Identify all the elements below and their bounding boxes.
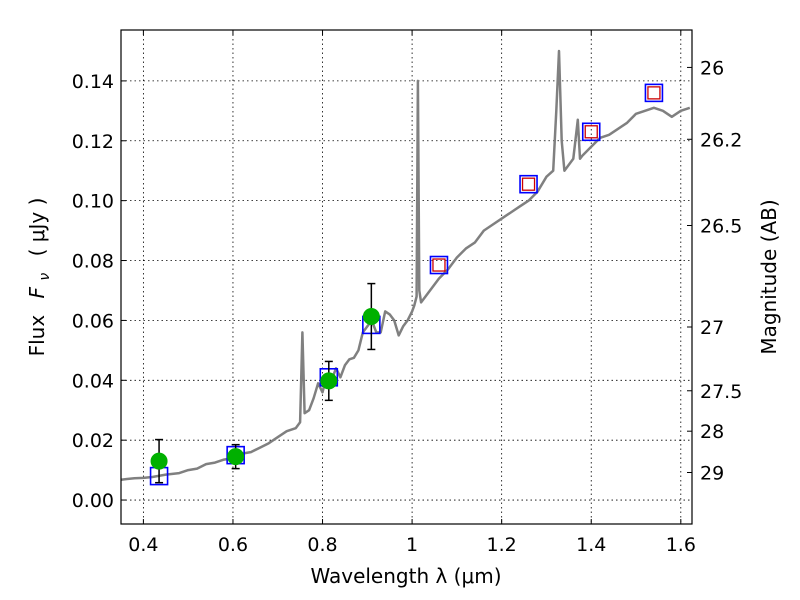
x-tick-label: 1.4 [576,534,606,556]
y-axis-label-sub: ν [37,273,53,281]
x-tick-labels: 0.4 0.6 0.8 1 1.2 1.4 1.6 [128,534,696,556]
y-axis-label-var: F [25,286,49,298]
right-tick-label: 28 [700,421,724,443]
x-tick-label: 0.4 [128,534,158,556]
right-tick-label: 26.5 [700,216,742,238]
x-tick-label: 0.8 [307,534,337,556]
y-tick-label: 0.04 [72,370,114,392]
y-axis-label: Flux F ν ( μJy ) [25,198,54,357]
photometry-point [227,448,245,466]
bandpass-square-red [521,177,536,191]
plot-area [120,49,691,486]
bandpass-square-red [584,125,598,139]
y-tick-label: 0.06 [72,310,114,332]
right-tick-label: 26.2 [700,129,742,151]
bandpass-square-blue [519,174,538,194]
y-tick-label: 0.02 [72,430,114,452]
x-tick-label: 1.6 [666,534,696,556]
bandpass-square-blue [581,122,601,142]
photometry-point [362,308,380,326]
ticks [121,30,692,524]
right-tick-label: 26 [700,57,724,79]
x-axis-label: Wavelength λ (μm) [310,564,501,588]
grid [121,30,692,524]
x-tick-label: 1.2 [487,534,517,556]
photometry-point [320,372,338,390]
x-tick-label: 0.6 [218,534,248,556]
right-tick-label: 29 [700,463,724,485]
y-tick-label: 0.00 [72,490,114,512]
right-tick-label: 27 [700,317,724,339]
y-tick-label: 0.14 [72,71,114,93]
axes-frame [120,29,693,525]
right-tick-label: 27.5 [700,381,742,403]
y-axis-label-prefix: Flux [25,315,49,357]
right-axis-label: Magnitude (AB) [757,199,781,354]
x-tick-label: 1 [406,534,418,556]
right-tick-labels: 26 26.2 26.5 27 27.5 28 29 [700,57,742,484]
y-axis-label-unit: ( μJy ) [25,198,49,257]
y-tick-label: 0.12 [72,131,114,153]
bandpass-square-blue [429,255,449,275]
y-tick-label: 0.10 [72,191,114,213]
spectrum-line [120,49,691,481]
bandpass-square-red [432,258,446,272]
y-tick-label: 0.08 [72,251,114,273]
photometry-point [150,452,168,470]
y-tick-labels: 0.00 0.02 0.04 0.06 0.08 0.10 0.12 0.14 [72,71,114,512]
bandpass-square-red [647,86,661,100]
bandpass-square-blue [644,83,664,103]
